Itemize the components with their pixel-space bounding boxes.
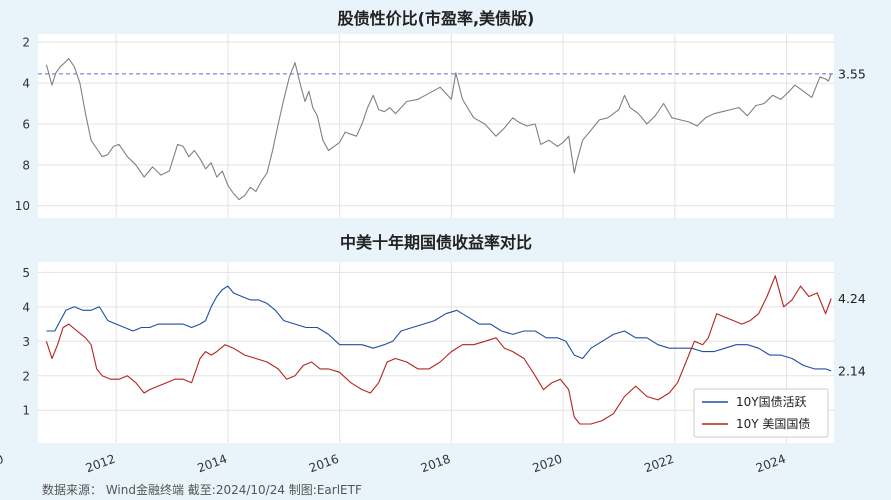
y-tick-label: 5 [22,266,30,280]
top-y-tick-labels: 2 4 6 8 10 [15,36,30,214]
legend-box [693,388,829,438]
series-end-label-1-1: 4.24 [838,291,866,306]
x-tick-label: 2012 [84,452,117,476]
series-line-1-1 [45,275,832,425]
y-tick-label: 3 [22,335,30,349]
x-tick-label: 2024 [754,452,787,476]
x-tick-label: 2014 [195,452,228,476]
y-tick-label: 6 [22,117,30,131]
top-chart-title: 股债性价比(市盈率,美债版) [338,9,535,28]
series-end-label-1-0: 2.14 [838,363,866,378]
y-tick-label: 10 [15,199,30,213]
x-tick-label: 2018 [419,452,452,476]
bottom-y-tick-labels: 1 2 3 4 5 [22,266,30,418]
legend: 10Y国债活跃 10Y 美国国债 [693,388,829,438]
x-tick-label: 2020 [531,452,564,476]
y-tick-label: 8 [22,158,30,172]
x-tick-label: 2016 [307,452,340,476]
y-tick-label: 4 [22,300,30,314]
y-tick-label: 2 [22,369,30,383]
y-tick-label: 2 [22,36,30,50]
series-line-0-0 [45,57,832,201]
series-line-1-0 [46,285,832,372]
series-end-label-0-0: 3.55 [838,66,866,81]
y-tick-label: 1 [22,404,30,418]
x-tick-label: 2010 [0,452,6,476]
top-series: 3.55 [45,57,866,201]
bottom-series: 2.14 4.24 [45,275,866,425]
x-tick-labels: 2010 2012 2014 2016 2018 2020 2022 2024 [0,452,788,476]
bottom-chart-title: 中美十年期国债收益率对比 [340,233,532,252]
legend-label-cn: 10Y国债活跃 [736,395,807,409]
y-tick-label: 4 [22,77,30,91]
top-plot-area [38,34,834,218]
x-tick-label: 2022 [642,452,675,476]
legend-label-us: 10Y 美国国债 [736,417,810,431]
source-footer: 数据来源： Wind金融终端 截至:2024/10/24 制图:EarlETF [42,482,362,497]
